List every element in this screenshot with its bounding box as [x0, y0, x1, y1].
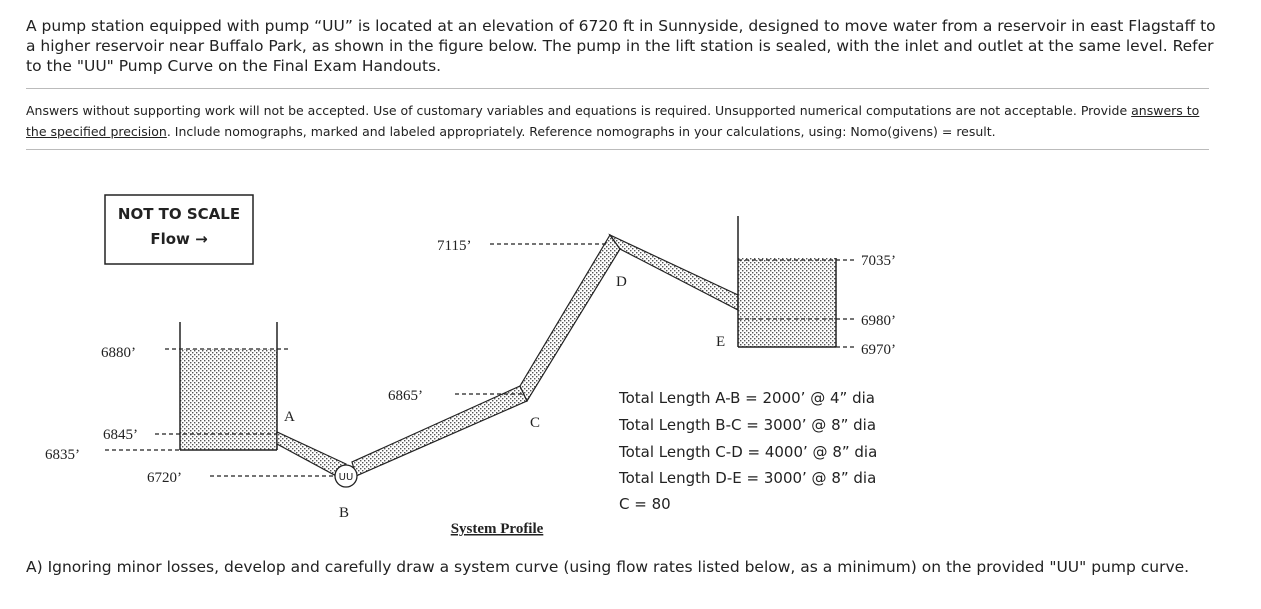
elevation-6865: 6865’ — [388, 388, 423, 404]
point-a-label: A — [284, 409, 295, 425]
elevation-6970: 6970’ — [861, 342, 896, 358]
elevation-6845: 6845’ — [103, 427, 138, 443]
problem-intro: A pump station equipped with pump “UU” i… — [26, 17, 1216, 75]
system-profile-diagram: NOT TO SCALE Flow → UU 6880’ 6845’ 6835’… — [45, 194, 896, 537]
elevation-6835: 6835’ — [45, 447, 80, 463]
instructions: Answers without supporting work will not… — [26, 100, 1216, 142]
system-profile-caption: System Profile — [451, 521, 544, 537]
left-reservoir — [180, 349, 277, 450]
not-to-scale-label: NOT TO SCALE — [118, 205, 240, 223]
pump-uu — [334, 464, 358, 488]
elevation-7115: 7115’ — [437, 238, 471, 254]
pipe-b-c — [351, 385, 528, 477]
elevation-6980: 6980’ — [861, 313, 896, 329]
instructions-underlined: answers to the specified precision — [26, 103, 1200, 139]
length-a-b: Total Length A-B = 2000’ @ 4” dia — [618, 389, 875, 407]
elevation-6880: 6880’ — [101, 345, 136, 361]
pipe-c-d — [519, 233, 621, 403]
elevation-6720: 6720’ — [147, 470, 182, 486]
instructions-text-1: Answers without supporting work will not… — [26, 103, 1132, 118]
not-to-scale-box — [104, 194, 254, 265]
pipe-d-e — [608, 233, 739, 311]
point-d-label: D — [616, 274, 627, 290]
length-b-c: Total Length B-C = 3000’ @ 8” dia — [618, 416, 876, 434]
elevation-7035: 7035’ — [861, 253, 896, 269]
divider-bottom — [26, 149, 1209, 150]
divider-top — [26, 88, 1209, 89]
hazen-williams-c: C = 80 — [619, 495, 671, 513]
length-c-d: Total Length C-D = 4000’ @ 8” dia — [618, 443, 877, 461]
length-d-e: Total Length D-E = 3000’ @ 8” dia — [618, 469, 876, 487]
point-c-label: C — [530, 415, 540, 431]
pump-label: UU — [339, 472, 354, 483]
question-a: A) Ignoring minor losses, develop and ca… — [26, 558, 1190, 576]
instructions-text-2: . Include nomographs, marked and labeled… — [166, 124, 996, 139]
point-b-label: B — [339, 505, 349, 521]
right-reservoir — [738, 258, 836, 347]
point-e-label: E — [716, 334, 725, 350]
flow-direction-label: Flow → — [150, 230, 207, 248]
